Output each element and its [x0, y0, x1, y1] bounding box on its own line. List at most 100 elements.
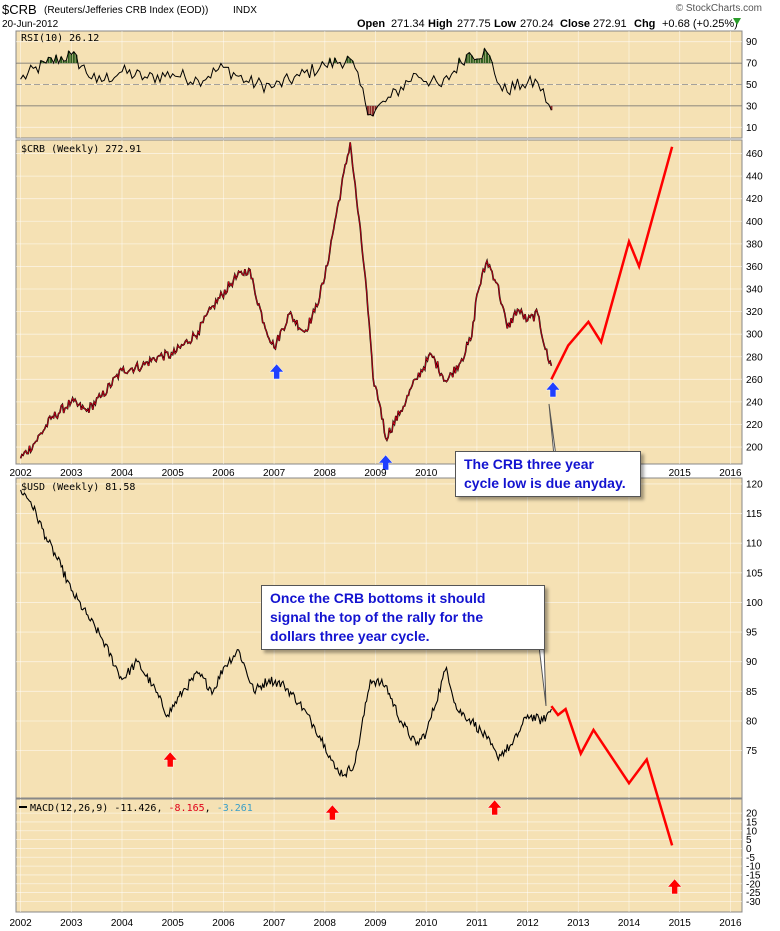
- x-axis-top-year-label: 2008: [314, 468, 337, 479]
- close-label: Close: [560, 18, 590, 30]
- crb-tick-label: 360: [746, 262, 763, 273]
- crb-tick-label: 460: [746, 149, 763, 160]
- x-axis-bottom-year-label: 2003: [60, 918, 83, 929]
- chart-date: 20-Jun-2012: [2, 19, 59, 30]
- crb-tick-label: 280: [746, 352, 763, 363]
- close-value: 272.91: [593, 18, 627, 30]
- crb-cycle-low-arrow-icon: [378, 454, 394, 471]
- macd-tick-label: 0: [746, 844, 752, 855]
- x-axis-bottom-year-label: 2013: [567, 918, 590, 929]
- x-axis-top-year-label: 2004: [111, 468, 134, 479]
- x-axis-bottom-year-label: 2010: [415, 918, 438, 929]
- crb-tick-label: 220: [746, 420, 763, 431]
- x-axis-bottom-year-label: 2002: [9, 918, 32, 929]
- usd-callout-line-3: dollars three year cycle.: [270, 628, 430, 644]
- x-axis-bottom-year-label: 2012: [516, 918, 539, 929]
- macd-tick-label: 5: [746, 835, 752, 846]
- macd-tick-label: 10: [746, 826, 758, 837]
- chg-label: Chg: [634, 18, 655, 30]
- stockcharts-watermark: © StockCharts.com: [676, 3, 762, 14]
- x-axis-top-year-label: 2015: [669, 468, 692, 479]
- crb-series-group: [19, 142, 553, 459]
- macd-value: -11.426: [114, 803, 156, 814]
- usd-series-group: [20, 489, 552, 779]
- rsi-line: [20, 47, 552, 117]
- macd-tick-label: -10: [746, 862, 761, 873]
- crb-callout: The CRB three year cycle low is due anyd…: [455, 451, 641, 497]
- x-axis-bottom-year-label: 2009: [364, 918, 387, 929]
- high-value: 277.75: [457, 18, 491, 30]
- usd-price-line: [20, 489, 552, 779]
- x-axis-bottom-year-label: 2014: [618, 918, 641, 929]
- usd-callout-line-2: signal the top of the rally for the: [270, 609, 484, 625]
- crb-tick-label: 260: [746, 375, 763, 386]
- x-axis-top-year-label: 2002: [9, 468, 32, 479]
- chg-up-icon: [733, 18, 741, 25]
- usd-tick-label: 100: [746, 598, 763, 609]
- macd-tick-label: -15: [746, 870, 761, 881]
- usd-cycle-low-arrow-icon: [324, 804, 340, 821]
- rsi-panel-label: RSI(10) 26.12: [21, 33, 99, 44]
- open-label: Open: [357, 18, 385, 30]
- usd-tick-label: 85: [746, 687, 758, 698]
- crb-callout-pointer: [548, 403, 557, 457]
- chg-value: +0.68 (+0.25%): [662, 18, 738, 30]
- series-layer: [19, 47, 674, 846]
- crb-cycle-low-arrow-icon: [269, 363, 285, 380]
- macd-tick-label: -25: [746, 888, 761, 899]
- macd-panel: [15, 798, 743, 913]
- chart-index-name: (Reuters/Jefferies CRB Index (EOD)): [44, 5, 208, 16]
- crb-panel-label: $CRB (Weekly) 272.91: [21, 144, 141, 155]
- x-axis-bottom-year-label: 2004: [111, 918, 134, 929]
- usd-tick-label: 95: [746, 628, 758, 639]
- high-label: High: [428, 18, 453, 30]
- usd-cycle-low-arrow-icon: [162, 751, 178, 768]
- usd-callout-pointer: [538, 645, 547, 707]
- crb-tick-label: 420: [746, 194, 763, 205]
- macd-panel-label: MACD(12,26,9) -11.426, -8.165, -3.261: [19, 803, 253, 814]
- x-axis-bottom-year-label: 2006: [212, 918, 235, 929]
- usd-tick-label: 80: [746, 716, 758, 727]
- usd-tick-label: 105: [746, 568, 763, 579]
- crb-tick-label: 300: [746, 330, 763, 341]
- crb-tick-label: 440: [746, 172, 763, 183]
- svg-text:MACD(12,26,9) -11.426, -8.165,: MACD(12,26,9) -11.426, -8.165, -3.261: [30, 803, 253, 814]
- x-axis-bottom-year-label: 2007: [263, 918, 286, 929]
- usd-panel-label: $USD (Weekly) 81.58: [21, 482, 135, 493]
- x-axis-bottom-year-label: 2011: [466, 918, 488, 929]
- crb-callout-line-2: cycle low is due anyday.: [464, 475, 626, 491]
- x-axis-top-year-label: 2009: [364, 468, 387, 479]
- macd-label: MACD(12,26,9): [30, 803, 108, 814]
- low-label: Low: [494, 18, 516, 30]
- crb-close-line: [20, 142, 552, 459]
- usd-tick-label: 120: [746, 479, 763, 490]
- macd-tick-label: 15: [746, 817, 758, 828]
- x-axis-top-year-label: 2007: [263, 468, 286, 479]
- rsi-tick-label: 30: [746, 101, 758, 112]
- x-axis-bottom-year-label: 2015: [669, 918, 692, 929]
- x-axis-top-year-label: 2006: [212, 468, 235, 479]
- macd-tick-label: 20: [746, 809, 758, 820]
- usd-forecast-line: [550, 705, 674, 846]
- crb-tick-label: 200: [746, 443, 763, 454]
- x-axis-top-year-label: 2003: [60, 468, 83, 479]
- rsi-tick-label: 90: [746, 37, 758, 48]
- crb-forecast-line: [550, 146, 674, 380]
- cycle-arrows: [162, 363, 683, 895]
- usd-tick-label: 75: [746, 746, 758, 757]
- rsi-series-group: [20, 47, 553, 117]
- rsi-tick-label: 10: [746, 123, 758, 134]
- usd-cycle-low-arrow-icon: [667, 878, 683, 895]
- usd-tick-label: 90: [746, 657, 758, 668]
- usd-cycle-low-arrow-icon: [487, 799, 503, 816]
- chart-symbol: $CRB: [2, 2, 37, 17]
- usd-callout-line-1: Once the CRB bottoms it should: [270, 590, 486, 606]
- crb-tick-label: 340: [746, 285, 763, 296]
- chart-exchange: INDX: [233, 5, 257, 16]
- crb-callout-line-1: The CRB three year: [464, 456, 594, 472]
- usd-callout: Once the CRB bottoms it should signal th…: [261, 585, 545, 650]
- usd-tick-label: 115: [746, 509, 762, 520]
- x-axis-top-year-label: 2010: [415, 468, 438, 479]
- crb-tick-label: 400: [746, 217, 763, 228]
